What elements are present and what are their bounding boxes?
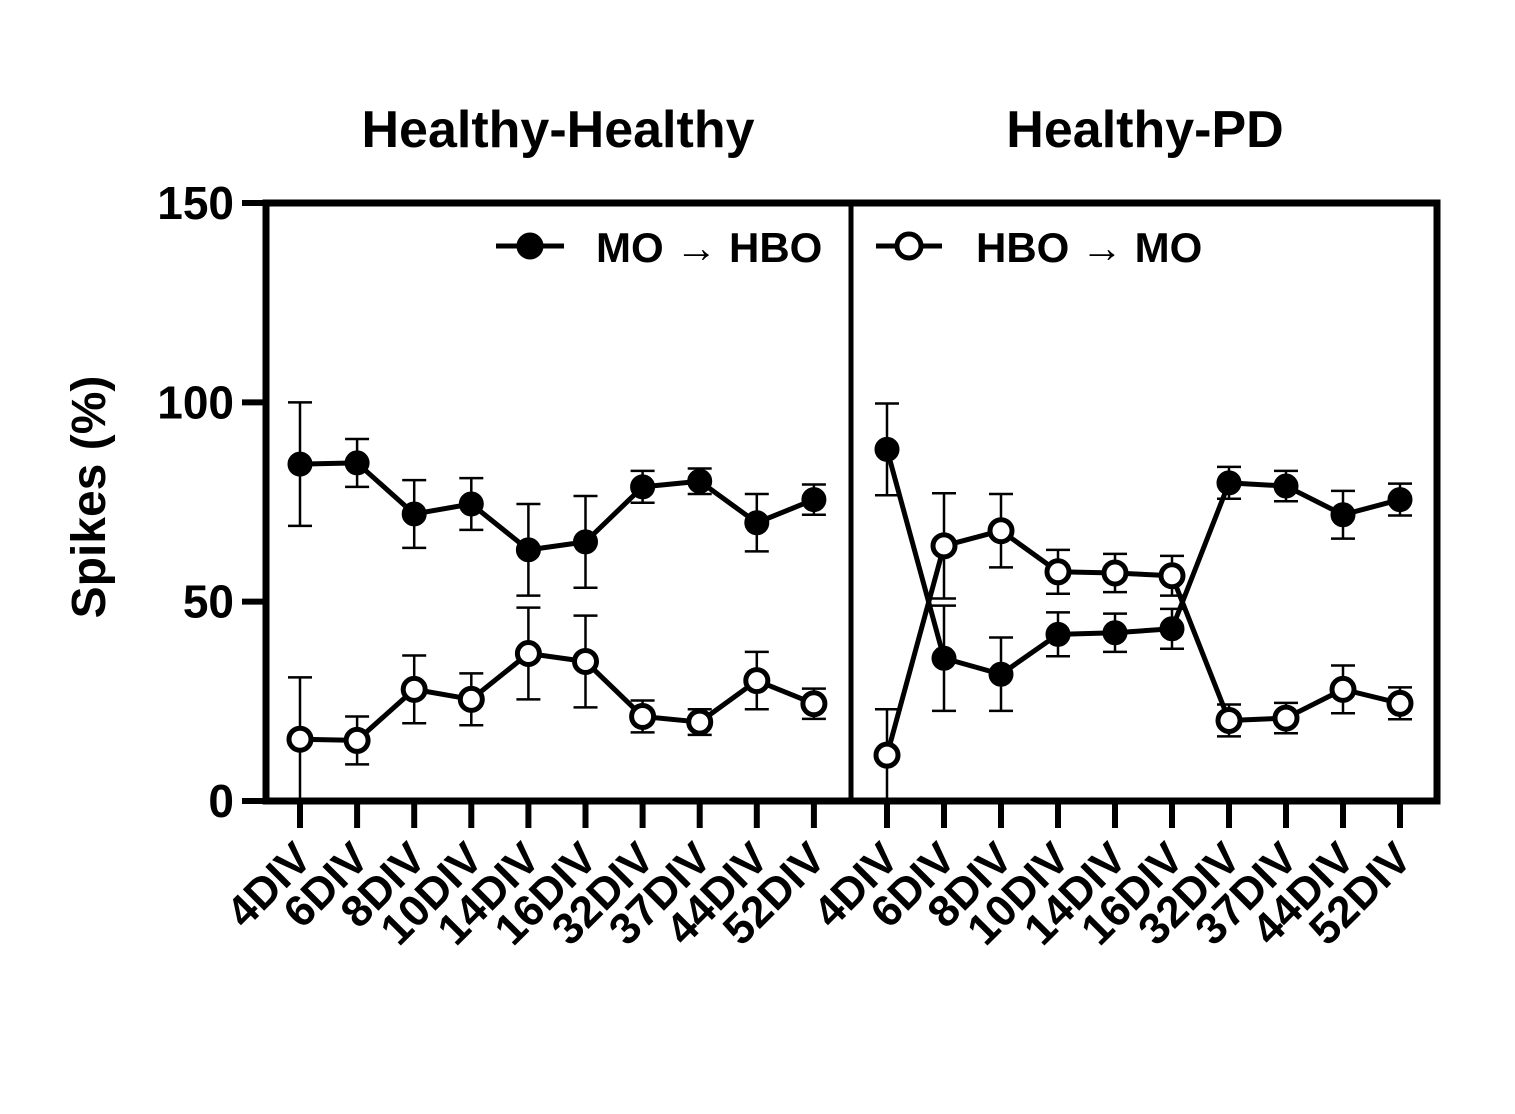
- data-point-filled: [801, 487, 827, 513]
- series-line: [299, 460, 815, 553]
- series-line: [299, 650, 815, 743]
- data-point-open: [743, 667, 771, 695]
- y-axis-label: Spikes (%): [63, 376, 116, 619]
- data-point-filled: [1045, 621, 1071, 647]
- data-point-filled: [1273, 473, 1299, 499]
- data-point-open: [343, 726, 371, 754]
- data-point-filled: [931, 645, 957, 671]
- panel-title-healthy-pd: Healthy-PD: [1006, 101, 1283, 159]
- panel-title-healthy-healthy: Healthy-Healthy: [362, 101, 755, 159]
- series-line: [884, 448, 1401, 677]
- data-point-open: [873, 741, 901, 769]
- series-filled-panel-0: [287, 401, 827, 597]
- data-point-filled: [515, 537, 541, 563]
- data-point-open: [800, 690, 828, 718]
- data-point-filled: [458, 491, 484, 517]
- data-point-filled: [1216, 470, 1242, 496]
- data-point-filled: [1102, 620, 1128, 646]
- data-point-filled: [874, 436, 900, 462]
- legend-marker-filled: [516, 232, 544, 260]
- y-tick-label: 0: [208, 775, 234, 827]
- data-point-open: [514, 639, 542, 667]
- data-point-open: [1272, 704, 1300, 732]
- data-point-open: [572, 647, 599, 675]
- y-tick-label: 50: [183, 576, 234, 628]
- data-point-filled: [401, 501, 427, 527]
- y-tick-label: 100: [157, 376, 234, 428]
- series-open-panel-1: [873, 491, 1414, 803]
- data-point-open: [1329, 675, 1357, 703]
- data-point-open: [457, 685, 485, 713]
- data-point-open: [1158, 562, 1186, 590]
- data-point-open: [1386, 689, 1414, 717]
- data-point-filled: [344, 450, 370, 476]
- data-point-filled: [1159, 616, 1185, 642]
- y-tick-label: 150: [157, 177, 234, 229]
- data-point-filled: [687, 468, 713, 494]
- data-point-open: [930, 532, 958, 560]
- y-axis: 0 50 100 150: [157, 177, 266, 827]
- panel-0-series: [286, 401, 828, 803]
- data-point-filled: [744, 510, 770, 536]
- data-point-open: [987, 517, 1015, 545]
- data-point-open: [1044, 558, 1072, 586]
- series-open-panel-0: [286, 606, 828, 803]
- panel-1-series: [873, 402, 1414, 803]
- data-point-open: [629, 702, 657, 730]
- series-filled-panel-1: [874, 402, 1413, 713]
- series-layer: [286, 401, 1414, 803]
- data-point-filled: [1330, 502, 1356, 528]
- legend-label-mo-to-hbo: MO → HBO: [596, 224, 822, 271]
- legend-label-hbo-to-mo: HBO → MO: [976, 224, 1202, 271]
- data-point-open: [686, 708, 714, 736]
- legend-marker-open: [894, 231, 924, 261]
- x-axis: 4DIV6DIV8DIV10DIV14DIV16DIV32DIV37DIV44D…: [217, 801, 1422, 955]
- data-point-filled: [573, 529, 598, 555]
- data-point-filled: [287, 451, 313, 477]
- data-point-open: [286, 725, 314, 753]
- data-point-open: [1101, 559, 1129, 587]
- data-point-open: [1215, 706, 1243, 734]
- series-line: [884, 528, 1401, 756]
- data-point-filled: [1387, 487, 1413, 513]
- data-point-open: [400, 675, 428, 703]
- data-point-filled: [988, 661, 1014, 687]
- legend: MO → HBO HBO → MO: [496, 224, 1202, 271]
- data-point-filled: [630, 474, 656, 500]
